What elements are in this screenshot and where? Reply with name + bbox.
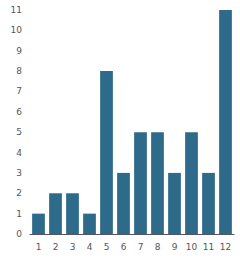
svg-text:10: 10 (186, 242, 198, 252)
svg-text:1: 1 (16, 209, 22, 219)
svg-text:9: 9 (172, 242, 178, 252)
svg-text:2: 2 (16, 188, 22, 198)
svg-text:12: 12 (220, 242, 231, 252)
svg-text:11: 11 (11, 5, 22, 15)
svg-text:10: 10 (11, 25, 23, 35)
svg-text:9: 9 (16, 46, 22, 56)
svg-text:0: 0 (16, 229, 22, 239)
svg-text:5: 5 (16, 127, 22, 137)
svg-text:6: 6 (16, 107, 22, 117)
svg-text:4: 4 (16, 148, 22, 158)
svg-text:6: 6 (121, 242, 127, 252)
svg-text:7: 7 (16, 86, 22, 96)
svg-text:4: 4 (87, 242, 93, 252)
svg-text:8: 8 (155, 242, 161, 252)
svg-text:7: 7 (138, 242, 144, 252)
svg-text:3: 3 (16, 168, 22, 178)
svg-text:8: 8 (16, 66, 22, 76)
svg-text:2: 2 (53, 242, 59, 252)
svg-text:11: 11 (203, 242, 214, 252)
svg-text:1: 1 (36, 242, 42, 252)
svg-text:3: 3 (70, 242, 76, 252)
svg-text:5: 5 (104, 242, 110, 252)
